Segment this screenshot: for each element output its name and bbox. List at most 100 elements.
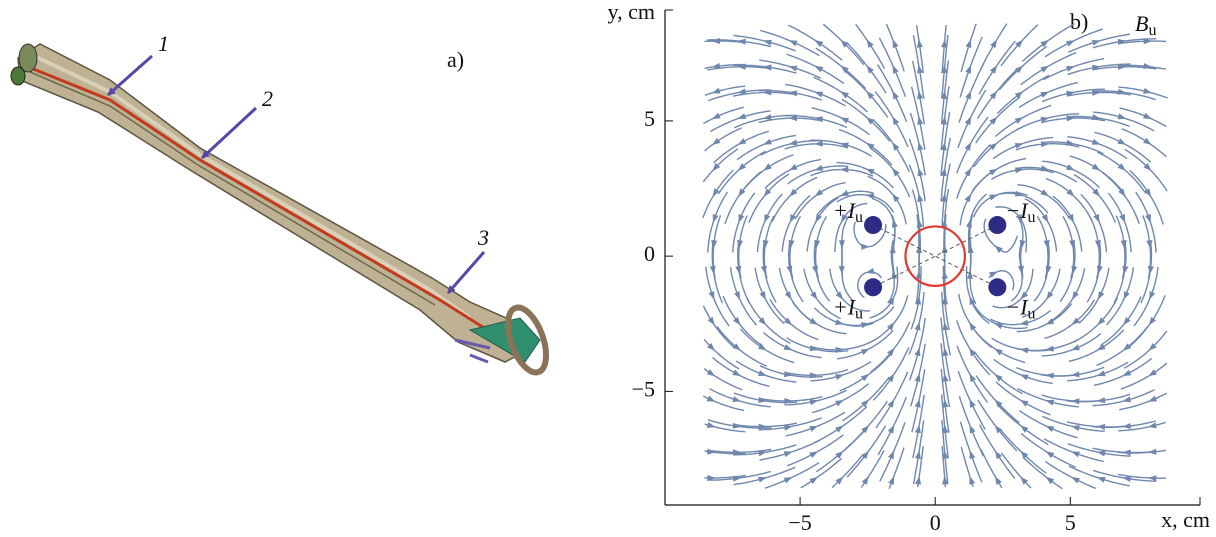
streamline-arrow [1016,214,1023,223]
streamline-arrow [861,399,870,408]
streamline-arrow [758,343,767,351]
streamline-arrow [1015,65,1024,74]
streamline-arrow [994,323,1003,330]
streamline-arrow [809,372,819,379]
streamline-arrow [1093,214,1100,223]
streamline-arrow [866,116,875,125]
streamline-arrow [1143,162,1152,171]
streamline-arrow [788,139,798,146]
streamline-arrow [1117,163,1126,171]
streamline [778,267,813,323]
streamline [1043,437,1104,463]
streamline-arrow [914,373,921,382]
streamline-arrow [762,240,769,249]
x-tick-label: 0 [930,510,941,535]
streamline-arrow [964,167,972,177]
streamline-arrow [711,62,721,69]
streamline [738,215,748,279]
streamline-arrow [711,240,718,249]
streamline-arrow [1071,425,1080,431]
streamline-arrow [866,91,875,100]
streamline [704,40,746,44]
streamline [941,25,947,74]
streamline-arrow [1040,165,1050,172]
streamline-arrow [1040,116,1050,123]
streamline-arrow [1143,63,1152,70]
streamline [735,360,797,383]
streamline-arrow [1143,87,1152,94]
streamline-arrow [1066,66,1075,72]
streamline-arrow [1091,163,1101,171]
streamline-arrow [1019,319,1029,326]
streamline [1117,40,1167,45]
streamline-arrow [1097,291,1105,300]
streamline-arrow [707,342,716,351]
streamline-arrow [917,116,924,125]
streamline-arrow [840,190,849,197]
streamline-arrow [917,64,923,74]
streamline-arrow [758,423,767,430]
streamline-arrow [914,424,921,434]
streamline-arrow [758,476,767,483]
streamline-arrow [917,141,924,151]
streamline [811,382,870,414]
streamline [763,215,775,279]
streamline-arrow [1117,113,1127,120]
streamline-arrow [1097,317,1106,326]
streamline-arrow [865,168,875,175]
streamline-arrow [887,399,895,408]
callout-label: 2 [262,86,273,111]
streamline-arrow [835,425,844,433]
streamline [869,147,911,198]
streamline-arrow [1148,343,1157,351]
streamline-arrow [989,168,998,176]
streamline-arrow [1014,91,1024,99]
streamline [713,130,769,164]
callout-arrow [446,251,486,294]
streamline-arrow [763,64,772,71]
streamline-arrow [1122,423,1131,429]
streamline-arrow [737,113,747,119]
streamline [1021,23,1075,62]
streamline-arrow [732,396,742,402]
streamline-arrow [835,476,844,485]
streamline-arrow [711,87,721,94]
streamline-arrow [738,188,746,197]
current [988,216,1007,235]
streamline [841,98,891,142]
streamline-arrow [1071,344,1080,351]
streamline-arrow [835,346,844,353]
streamline-arrow [914,398,921,408]
streamline-arrow [1143,112,1152,119]
streamline-arrow [1120,240,1127,249]
streamline [1022,456,1063,490]
streamline-arrow [942,450,949,459]
streamline-arrow [1145,214,1151,223]
streamline [1119,107,1167,128]
streamline-arrow [892,65,899,74]
streamline-arrow [784,398,793,405]
streamline-arrow [969,347,977,357]
streamline-arrow [914,347,921,357]
current-sign: −I [1005,294,1029,319]
streamline [972,327,1026,364]
streamline-arrow [840,117,849,124]
streamline [978,40,1016,95]
streamline-arrow [1019,240,1026,249]
streamline-arrow [1094,240,1101,249]
streamline-arrow [1091,40,1101,46]
streamline-arrow [1122,476,1132,482]
streamline-arrow [1020,450,1029,459]
streamline-arrow [916,219,923,228]
streamline-arrow [732,343,741,351]
streamline-arrow [809,317,818,325]
streamline [756,193,783,253]
streamline-arrow [712,214,719,223]
streamline-arrow [1015,39,1023,48]
streamline-arrow [1148,369,1157,377]
streamline-arrow [835,291,844,300]
streamline-arrow [892,193,900,203]
streamline [704,127,742,152]
callout-label: 3 [477,225,489,250]
streamline-arrow [965,90,972,100]
